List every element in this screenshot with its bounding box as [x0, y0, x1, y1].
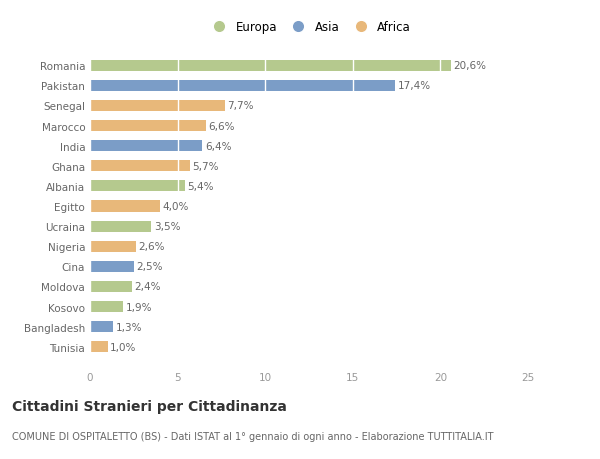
Text: Cittadini Stranieri per Cittadinanza: Cittadini Stranieri per Cittadinanza — [12, 399, 287, 413]
Text: 5,7%: 5,7% — [193, 162, 219, 171]
Text: 6,4%: 6,4% — [205, 141, 231, 151]
Text: 6,6%: 6,6% — [208, 121, 235, 131]
Text: 2,6%: 2,6% — [138, 242, 164, 252]
Text: 5,4%: 5,4% — [187, 181, 214, 191]
Text: 20,6%: 20,6% — [454, 61, 487, 71]
Bar — [90, 61, 451, 72]
Text: COMUNE DI OSPITALETTO (BS) - Dati ISTAT al 1° gennaio di ogni anno - Elaborazion: COMUNE DI OSPITALETTO (BS) - Dati ISTAT … — [12, 431, 493, 442]
Bar — [90, 141, 202, 152]
Bar — [90, 201, 160, 212]
Text: 3,5%: 3,5% — [154, 222, 181, 232]
Bar — [90, 281, 132, 292]
Bar — [90, 341, 107, 353]
Bar — [90, 101, 225, 112]
Bar — [90, 181, 185, 192]
Bar — [90, 302, 123, 313]
Text: 1,3%: 1,3% — [115, 322, 142, 332]
Bar — [90, 241, 136, 252]
Text: 7,7%: 7,7% — [227, 101, 254, 111]
Text: 1,9%: 1,9% — [126, 302, 152, 312]
Bar — [90, 121, 206, 132]
Bar — [90, 161, 190, 172]
Text: 4,0%: 4,0% — [163, 202, 189, 212]
Legend: Europa, Asia, Africa: Europa, Asia, Africa — [202, 17, 416, 39]
Text: 2,5%: 2,5% — [136, 262, 163, 272]
Bar — [90, 321, 113, 332]
Text: 1,0%: 1,0% — [110, 342, 137, 352]
Bar — [90, 81, 395, 92]
Bar — [90, 261, 134, 272]
Text: 2,4%: 2,4% — [134, 282, 161, 292]
Text: 17,4%: 17,4% — [397, 81, 431, 91]
Bar — [90, 221, 151, 232]
